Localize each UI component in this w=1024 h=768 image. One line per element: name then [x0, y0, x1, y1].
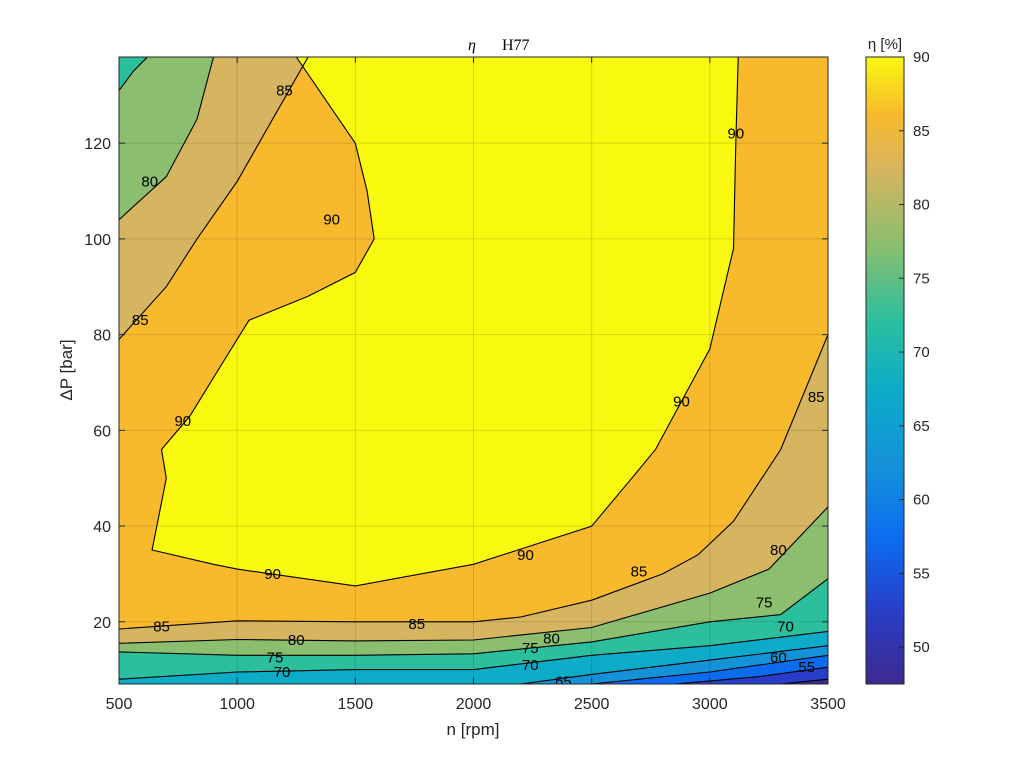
contour-label: 85 [276, 83, 293, 100]
colorbar-tick-label: 70 [913, 344, 930, 361]
contour-label: 70 [522, 657, 539, 674]
contour-lines [119, 57, 828, 684]
band-85 [119, 334, 828, 684]
contour-label: 90 [323, 212, 340, 229]
contour-label: 70 [274, 664, 291, 681]
contour-label: 75 [756, 595, 773, 612]
colorbar-ticks: 50 55 60 65 70 75 80 85 90 [899, 49, 930, 656]
contour-label: 70 [777, 619, 794, 636]
contour-label: 60 [770, 650, 787, 667]
x-axis-label: n [rpm] [447, 720, 500, 739]
contour-label: 85 [808, 389, 825, 406]
colorbar-tick-label: 50 [913, 639, 930, 656]
contour-line-90 [151, 57, 739, 587]
band-90-region [152, 57, 739, 586]
x-tick-label: 3000 [692, 696, 728, 713]
contour-line-50 [780, 678, 828, 684]
y-axis-label: ΔP [bar] [57, 339, 76, 400]
colorbar-tick-label: 55 [913, 565, 930, 582]
contour-line-75 [119, 57, 148, 91]
contour-label: 75 [267, 650, 284, 667]
contour-line-80 [119, 506, 828, 644]
y-tick-label: 120 [84, 136, 111, 153]
x-tick-label: 1000 [219, 696, 255, 713]
colorbar-tick-label: 60 [913, 492, 930, 509]
colorbar-tick-label: 75 [913, 270, 930, 287]
y-tick-label: 60 [93, 423, 111, 440]
contour-label: 80 [543, 631, 560, 648]
contour-label: 80 [288, 632, 305, 649]
contour-line-70 [119, 630, 828, 680]
contour-line-85 [119, 57, 309, 340]
x-tick-label: 2500 [574, 696, 610, 713]
contour-label: 55 [798, 659, 815, 676]
colorbar-tick-label: 85 [913, 123, 930, 140]
y-tick-label: 20 [93, 615, 111, 632]
contour-label: 90 [517, 547, 534, 564]
chart-title: η H77 [468, 37, 530, 54]
contour-label: 65 [555, 674, 572, 691]
title-symbol: η [468, 37, 476, 54]
band-upper-80 [119, 57, 214, 220]
contour-line-80 [119, 57, 215, 221]
band-upper-75 [119, 57, 148, 91]
contour-line-60 [591, 654, 828, 684]
contour-label: 90 [264, 566, 281, 583]
contour-label: 85 [153, 619, 170, 636]
contour-label: 80 [770, 542, 787, 559]
contour-label: 85 [132, 312, 149, 329]
x-tick-label: 2000 [456, 696, 492, 713]
colorbar-tick-label: 80 [913, 197, 930, 214]
colorbar-tick-label: 90 [913, 49, 930, 66]
y-tick-label: 40 [93, 519, 111, 536]
colorbar-label: η [%] [868, 36, 902, 53]
x-tick-label: 1500 [338, 696, 374, 713]
contour-label: 90 [727, 126, 744, 143]
colorbar-tick-label: 65 [913, 418, 930, 435]
contour-label: 85 [631, 564, 648, 581]
y-tick-label: 80 [93, 328, 111, 345]
contour-label: 90 [673, 394, 690, 411]
colorbar-gradient [865, 56, 905, 685]
band-55 [674, 667, 828, 684]
contour-line-55 [674, 666, 828, 684]
title-text: H77 [502, 37, 530, 54]
contour-line-85 [119, 334, 828, 630]
y-tick-label: 100 [84, 232, 111, 249]
contour-label: 75 [522, 640, 539, 657]
colorbar: η [%] 50 55 60 65 70 75 80 85 90 [865, 36, 930, 685]
contour-line-65 [520, 645, 828, 684]
contour-label: 90 [174, 413, 191, 430]
x-tick-label: 3500 [810, 696, 846, 713]
contour-label: 80 [141, 173, 158, 190]
axis-ticks: 500 1000 1500 2000 2500 3000 3500 20 40 60 80 100 12… [84, 57, 846, 713]
contour-line-75 [119, 578, 828, 656]
contour-label: 85 [408, 616, 425, 633]
x-tick-label: 500 [106, 696, 133, 713]
